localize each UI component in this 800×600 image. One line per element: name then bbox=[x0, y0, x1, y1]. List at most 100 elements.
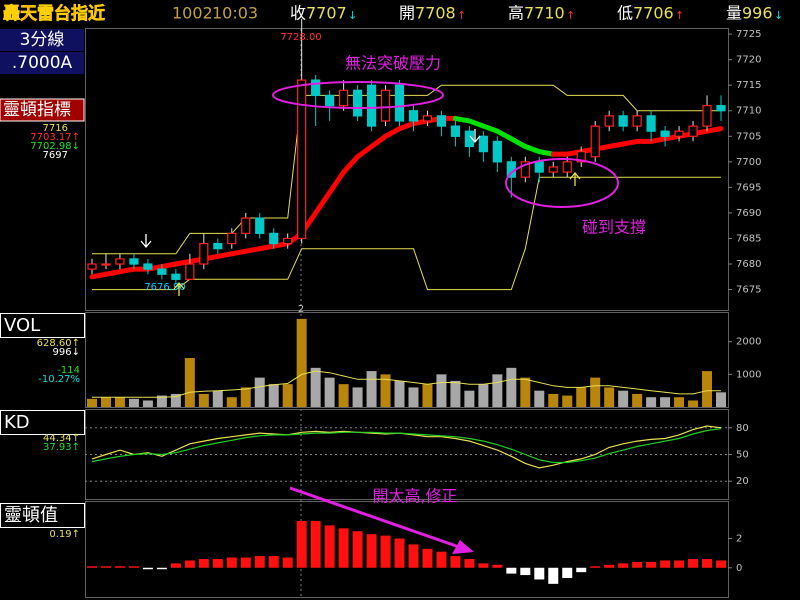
support-note: 碰到支撐 bbox=[582, 218, 646, 237]
candle-body bbox=[464, 130, 474, 148]
quote-value: 7706 bbox=[633, 4, 674, 23]
ld-bar bbox=[128, 566, 139, 568]
candle-body bbox=[366, 84, 377, 127]
ma-segment bbox=[383, 126, 403, 139]
candle-body bbox=[297, 79, 307, 240]
candle-body bbox=[436, 115, 447, 127]
volume-bar bbox=[240, 387, 251, 407]
session-label: 2 bbox=[298, 304, 304, 315]
quote-value: 7708 bbox=[415, 4, 456, 23]
volume-bar bbox=[604, 387, 615, 407]
ld-bar bbox=[100, 566, 111, 568]
correction-arrow bbox=[289, 486, 463, 550]
y-tick-label: 20 bbox=[736, 476, 749, 487]
ld-bar bbox=[632, 561, 643, 568]
ld-bar bbox=[450, 556, 461, 568]
candle-body bbox=[171, 273, 181, 280]
candle-body bbox=[408, 110, 419, 122]
up-marker bbox=[569, 171, 581, 186]
y-tick-label: 80 bbox=[736, 423, 749, 434]
volume-bar bbox=[436, 374, 447, 407]
ld-bar bbox=[478, 563, 489, 568]
y-tick-label: 7675 bbox=[736, 285, 761, 296]
volume-bar bbox=[660, 397, 671, 407]
candle-body bbox=[590, 125, 600, 158]
volume-bar bbox=[338, 384, 349, 407]
candle-body bbox=[311, 79, 321, 97]
volume-bar bbox=[506, 367, 517, 407]
ld-bar bbox=[254, 556, 265, 568]
candle-body bbox=[646, 115, 656, 132]
quote-items: 收 7707 ↓ 開 7708 ↑ 高 7710 ↑ 低 7706 ↑ 量 996 ↓ bbox=[290, 4, 783, 23]
quote-arrow: ↓ bbox=[774, 9, 783, 22]
volume-bar bbox=[674, 397, 685, 407]
ld-bar bbox=[338, 528, 349, 568]
candle-body bbox=[492, 140, 502, 163]
ld-bar bbox=[87, 566, 97, 568]
volume-bar bbox=[576, 387, 587, 407]
candle-body bbox=[716, 105, 726, 112]
ma-segment bbox=[341, 154, 361, 175]
volume-bar bbox=[282, 384, 293, 407]
volume-bar bbox=[548, 393, 559, 407]
volume-bar bbox=[450, 380, 461, 407]
ma-value: 7703.17↑ bbox=[30, 132, 80, 143]
volume-bar bbox=[212, 390, 223, 407]
quote-value: 7710 bbox=[524, 4, 565, 23]
support-ellipse bbox=[505, 158, 619, 208]
ld-bar bbox=[562, 567, 573, 578]
ld-bar bbox=[184, 560, 195, 568]
y-tick-label: 7725 bbox=[736, 29, 761, 40]
ma-segment bbox=[327, 169, 347, 195]
date: 1002 bbox=[172, 4, 213, 23]
y-tick-label: 0 bbox=[736, 563, 742, 574]
ld-bar bbox=[282, 557, 293, 568]
contract-box bbox=[0, 52, 84, 74]
volume-bar bbox=[142, 400, 153, 407]
candle-body bbox=[618, 115, 628, 127]
volume-bar bbox=[114, 397, 125, 407]
ld-bar bbox=[366, 534, 377, 568]
y-tick-label: 7715 bbox=[736, 80, 761, 91]
ld-value: 0.19↑ bbox=[49, 529, 80, 540]
line bbox=[92, 84, 721, 255]
period-box bbox=[0, 29, 84, 51]
ld-bar bbox=[170, 563, 181, 568]
y-tick-label: 7705 bbox=[736, 131, 761, 142]
y-tick-label: 7700 bbox=[736, 157, 761, 168]
candle-body bbox=[325, 94, 335, 107]
quote-value: 7707 bbox=[306, 4, 347, 23]
y-tick-label: 7710 bbox=[736, 106, 761, 117]
vol-title: VOL bbox=[4, 315, 40, 336]
vol-value: -10.27% bbox=[38, 374, 80, 385]
ld-bar bbox=[156, 567, 167, 570]
quote-arrow: ↑ bbox=[457, 9, 466, 22]
ma-segment bbox=[494, 128, 514, 142]
candle-body bbox=[185, 263, 195, 280]
ld-bar bbox=[702, 559, 713, 568]
volume-bar bbox=[422, 384, 433, 407]
y-tick-label: 50 bbox=[736, 450, 749, 461]
kd-title: KD bbox=[4, 412, 30, 433]
ld-bar bbox=[520, 567, 531, 576]
ld-bar bbox=[296, 521, 307, 568]
y-tick-label: 7680 bbox=[736, 259, 761, 270]
ld-bar bbox=[604, 564, 615, 568]
ld-bar bbox=[380, 535, 391, 568]
y-tick-label: 7690 bbox=[736, 208, 761, 219]
candle-body bbox=[478, 135, 488, 153]
quote-label: 量 bbox=[726, 4, 742, 23]
ld-bar bbox=[352, 531, 363, 568]
volume-bar bbox=[296, 318, 307, 407]
volume-bar bbox=[394, 380, 405, 407]
ld-bar bbox=[240, 557, 251, 568]
ma-segment bbox=[355, 144, 375, 160]
upper-value: 7716 bbox=[43, 123, 68, 134]
y-tick-label: 2 bbox=[736, 534, 742, 545]
candle-body bbox=[157, 268, 167, 275]
ma-segment bbox=[313, 189, 333, 216]
correction-note: 開太高,修正 bbox=[372, 487, 457, 506]
ld-bar bbox=[310, 521, 321, 568]
